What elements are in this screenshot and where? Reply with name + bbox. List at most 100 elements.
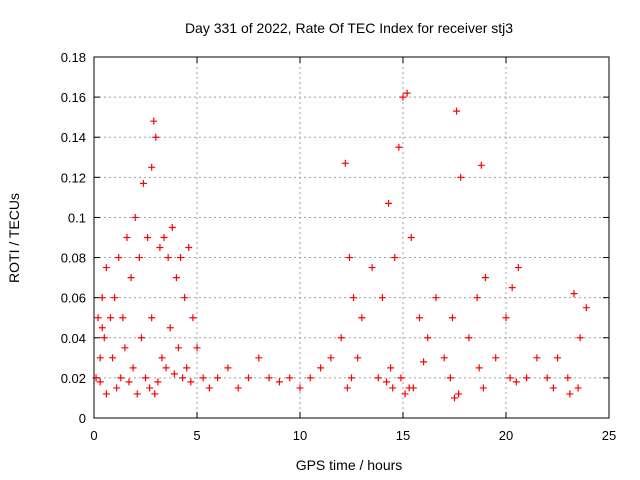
y-tick-label: 0.12	[61, 170, 86, 185]
data-point	[570, 290, 578, 298]
data-point	[481, 274, 489, 282]
data-point	[96, 354, 104, 362]
data-point	[341, 159, 349, 167]
data-point	[391, 254, 399, 262]
data-point	[327, 354, 335, 362]
data-point	[446, 374, 454, 382]
data-point	[146, 384, 154, 392]
data-point	[199, 374, 207, 382]
y-axis-label: ROTI / TECUs	[6, 193, 22, 283]
y-tick-label: 0.02	[61, 371, 86, 386]
data-point	[137, 334, 145, 342]
data-point	[150, 117, 158, 125]
data-point	[432, 294, 440, 302]
y-tick-label: 0.1	[68, 210, 86, 225]
data-points	[92, 89, 590, 402]
data-point	[399, 93, 407, 101]
data-point	[189, 314, 197, 322]
data-point	[183, 364, 191, 372]
data-point	[440, 354, 448, 362]
data-point	[156, 244, 164, 252]
data-point	[582, 304, 590, 312]
data-point	[451, 394, 458, 402]
data-point	[387, 364, 395, 372]
data-point	[275, 378, 283, 386]
x-tick-label: 20	[499, 428, 513, 443]
data-point	[245, 374, 252, 382]
data-point	[109, 354, 117, 362]
y-tick-label: 0	[79, 411, 86, 426]
data-point	[113, 384, 121, 392]
data-point	[475, 364, 483, 372]
data-point	[166, 324, 174, 332]
y-tick-label: 0.06	[61, 291, 86, 306]
data-point	[255, 354, 263, 362]
data-point	[358, 314, 366, 322]
data-point	[343, 384, 351, 392]
y-tick-label: 0.14	[61, 130, 86, 145]
y-tick-label: 0.08	[61, 251, 86, 266]
data-point	[543, 374, 551, 382]
data-point	[234, 384, 242, 392]
data-point	[135, 254, 143, 262]
data-point	[115, 254, 123, 262]
data-point	[424, 334, 432, 342]
data-point	[397, 374, 405, 382]
data-point	[453, 107, 461, 115]
data-point	[350, 294, 358, 302]
data-point	[576, 334, 584, 342]
data-point	[566, 390, 574, 398]
data-point	[154, 378, 162, 386]
data-point	[179, 374, 187, 382]
data-point	[420, 358, 428, 366]
data-point	[473, 294, 481, 302]
data-point	[477, 161, 485, 169]
data-point	[102, 264, 110, 272]
data-point	[187, 378, 195, 386]
data-point	[181, 294, 189, 302]
data-point	[514, 264, 522, 272]
x-tick-label: 5	[193, 428, 200, 443]
data-point	[98, 294, 106, 302]
data-point	[144, 234, 152, 241]
data-point	[383, 378, 391, 386]
data-point	[170, 370, 178, 378]
data-point	[554, 354, 561, 362]
grid-lines	[94, 57, 609, 418]
data-point	[401, 390, 409, 398]
data-point	[533, 354, 541, 362]
data-point	[345, 254, 353, 262]
data-point	[523, 374, 531, 382]
data-point	[177, 254, 185, 262]
data-point	[296, 384, 304, 392]
data-point	[205, 384, 213, 392]
data-point	[214, 374, 222, 382]
data-point	[378, 294, 386, 302]
data-point	[117, 374, 125, 382]
data-point	[549, 384, 557, 392]
data-point	[306, 374, 314, 382]
data-point	[148, 314, 156, 322]
data-point	[317, 364, 325, 372]
data-point	[121, 344, 129, 352]
data-point	[409, 384, 417, 392]
x-axis-label: GPS time / hours	[296, 457, 403, 473]
y-tick-label: 0.04	[61, 331, 86, 346]
x-tick-label: 25	[602, 428, 616, 443]
data-point	[131, 213, 139, 221]
data-point	[168, 223, 176, 231]
data-point	[127, 274, 135, 282]
data-point	[368, 264, 376, 272]
data-point	[286, 374, 294, 382]
data-point	[158, 354, 166, 362]
data-point	[457, 173, 465, 181]
data-point	[448, 314, 456, 322]
data-point	[102, 390, 110, 398]
data-point	[389, 384, 397, 392]
data-point	[139, 179, 147, 187]
data-point	[133, 390, 141, 398]
data-point	[337, 334, 345, 342]
data-point	[172, 274, 180, 282]
data-point	[265, 374, 273, 382]
y-tick-label: 0.18	[61, 50, 86, 65]
